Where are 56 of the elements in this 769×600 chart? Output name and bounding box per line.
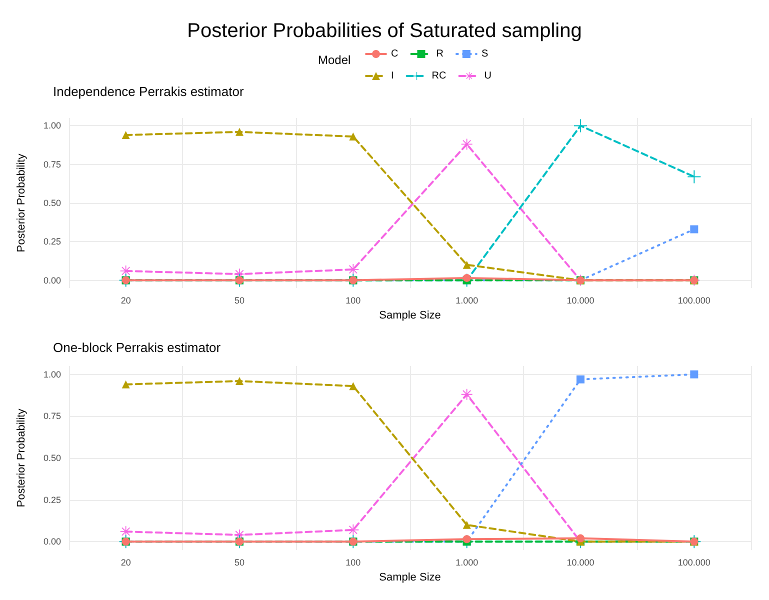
y-tick-label: 0.75 (43, 411, 61, 422)
x-tick-label: 1.000 (456, 558, 478, 568)
chart-subtitle: Independence Perrakis estimator (53, 84, 244, 99)
chart-title: One-block Perrakis estimator (53, 340, 222, 355)
x-axis-title: Sample Size (379, 571, 441, 584)
y-axis-title: Posterior Probability (16, 153, 28, 252)
point (348, 524, 359, 536)
y-tick-label: 0.50 (43, 453, 61, 463)
x-tick-label: 1.000 (456, 296, 478, 306)
y-tick-label: 0.75 (43, 159, 61, 170)
x-tick-label: 100 (346, 296, 361, 306)
legend-label: S (481, 48, 488, 60)
legend-title: Model (318, 53, 351, 67)
point (349, 132, 358, 141)
point (122, 131, 130, 139)
legend-label: C (391, 48, 398, 60)
point (690, 370, 698, 378)
y-tick-label: 0.25 (43, 236, 61, 247)
point (122, 380, 130, 388)
point (236, 377, 244, 386)
point (120, 266, 132, 276)
x-axis-title: Sample Size (379, 309, 441, 322)
x-tick-label: 100.000 (678, 558, 710, 568)
x-tick-label: 50 (234, 296, 245, 306)
y-tick-label: 0.00 (43, 536, 61, 547)
x-tick-label: 10.000 (566, 558, 594, 568)
point (120, 526, 132, 538)
legend-label: RC (432, 70, 446, 82)
point (576, 375, 584, 384)
point (462, 520, 471, 529)
y-tick-label: 0.50 (43, 198, 61, 208)
legend-label: R (436, 48, 444, 60)
x-tick-label: 10.000 (566, 296, 594, 306)
x-tick-label: 20 (120, 558, 131, 568)
point (348, 264, 359, 275)
point (461, 388, 472, 400)
x-tick-label: 100 (346, 558, 361, 568)
point (576, 534, 584, 542)
point (690, 225, 698, 234)
x-tick-label: 100.000 (678, 296, 710, 306)
point (461, 138, 472, 150)
point (236, 128, 244, 136)
y-tick-label: 1.00 (43, 120, 61, 131)
y-tick-label: 0.25 (43, 494, 61, 505)
chart-title: Posterior Probabilities of Saturated sampling (187, 20, 582, 42)
y-axis-title: Posterior Probability (16, 408, 28, 508)
legend-label: I (391, 70, 394, 82)
legend-label: U (484, 70, 492, 82)
x-tick-label: 20 (120, 296, 131, 306)
x-tick-label: 50 (234, 558, 245, 568)
point (688, 170, 701, 184)
point (574, 119, 587, 132)
point (349, 382, 358, 390)
point (462, 260, 471, 269)
y-tick-label: 1.00 (43, 369, 61, 380)
y-tick-label: 0.00 (43, 275, 61, 286)
